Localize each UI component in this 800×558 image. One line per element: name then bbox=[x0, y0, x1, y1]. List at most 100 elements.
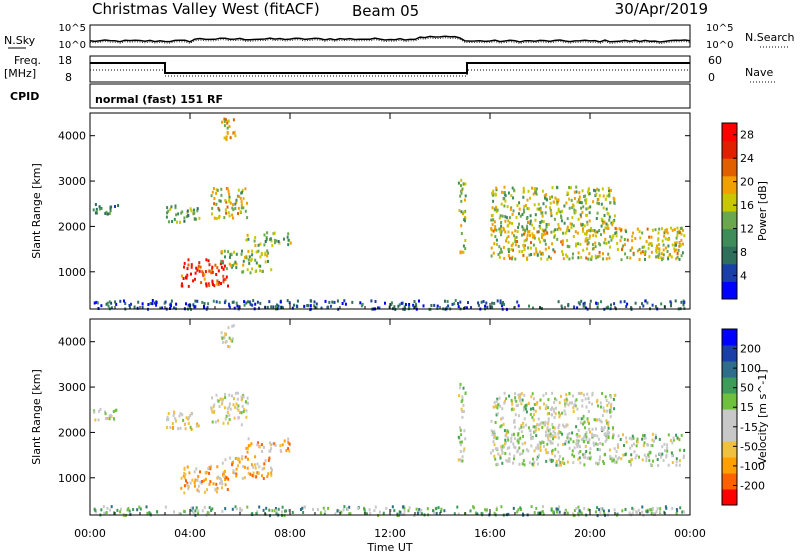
power-cell-1203 bbox=[136, 306, 139, 310]
velocity-cell-888 bbox=[501, 461, 504, 465]
velocity-cell-1165 bbox=[535, 506, 538, 510]
velocity-cell-1036 bbox=[632, 507, 635, 511]
power-cell-816 bbox=[526, 233, 529, 237]
power-cell-684 bbox=[658, 249, 661, 253]
velocity-cell-956 bbox=[497, 452, 500, 456]
power-cell-1273 bbox=[630, 306, 633, 310]
velocity-cell-522 bbox=[532, 418, 535, 422]
power-cell-879 bbox=[594, 245, 597, 249]
velocity-cell-327 bbox=[462, 449, 465, 453]
power-cell-105 bbox=[240, 203, 243, 207]
power-cell-895 bbox=[518, 250, 521, 254]
power-cell-424 bbox=[573, 208, 576, 212]
velocity-cell-1269 bbox=[281, 505, 284, 509]
power-cell-972 bbox=[673, 228, 676, 231]
velocity-cell-889 bbox=[678, 459, 681, 463]
power-cell-538 bbox=[495, 228, 498, 232]
velocity-cell-785 bbox=[678, 448, 681, 452]
power-cell-477 bbox=[529, 196, 532, 200]
velocity-cell-59 bbox=[227, 421, 229, 425]
power-cell-1034 bbox=[249, 302, 252, 306]
velocity-cell-673 bbox=[648, 455, 650, 459]
power-cell-1048 bbox=[141, 302, 144, 306]
power-cell-861 bbox=[535, 247, 537, 251]
power-cell-438 bbox=[587, 190, 590, 194]
velocity-cell-1187 bbox=[493, 511, 496, 515]
velocity-cell-559 bbox=[554, 431, 557, 435]
velocity-cell-916 bbox=[675, 433, 678, 437]
velocity-cell-451 bbox=[496, 412, 499, 416]
velocity-cell-962 bbox=[567, 436, 570, 440]
velocity-cell-1160 bbox=[440, 507, 443, 511]
power-cell-664 bbox=[595, 256, 598, 260]
power-cell-306 bbox=[223, 120, 226, 123]
velocity-cell-1049 bbox=[378, 510, 381, 514]
velocity-cell-517 bbox=[609, 394, 612, 397]
power-cell-865 bbox=[594, 230, 597, 234]
velocity-cell-1028 bbox=[649, 508, 652, 512]
velocity-cell-619 bbox=[576, 435, 579, 439]
power-cell-432 bbox=[597, 188, 600, 192]
xtick-label: 20:00 bbox=[574, 527, 606, 540]
velocity-cell-120 bbox=[213, 410, 215, 414]
power-cell-881 bbox=[535, 250, 538, 254]
power-cell-1106 bbox=[231, 300, 234, 304]
velocity-cell-1072 bbox=[562, 512, 565, 516]
power-cell-200 bbox=[255, 261, 258, 265]
velocity-cell-845 bbox=[539, 445, 542, 449]
power-cell-896 bbox=[664, 237, 667, 241]
power-cell-1213 bbox=[327, 305, 329, 309]
power-cell-578 bbox=[597, 197, 600, 201]
power-cell-215 bbox=[264, 253, 267, 257]
power-cell-23 bbox=[174, 206, 177, 210]
velocity-cell-531 bbox=[585, 405, 588, 409]
velocity-cell-158 bbox=[182, 474, 185, 478]
power-cell-166 bbox=[187, 284, 190, 288]
power-cell-1023 bbox=[276, 303, 278, 307]
velocity-cell-246 bbox=[252, 465, 255, 469]
power-cell-791 bbox=[615, 234, 618, 238]
velocity-cell-932 bbox=[554, 435, 557, 439]
power-cell-1078 bbox=[119, 299, 122, 303]
power-cell-413 bbox=[543, 194, 546, 198]
power-cell-964 bbox=[631, 239, 634, 243]
power-cell-262 bbox=[247, 237, 250, 241]
power-cell-361 bbox=[580, 215, 583, 219]
power-cell-1264 bbox=[115, 302, 118, 306]
velocity-cell-899 bbox=[671, 461, 674, 464]
power-cell-628 bbox=[504, 194, 507, 198]
velocity-cell-986 bbox=[551, 452, 554, 456]
velocity-cell-179 bbox=[197, 484, 200, 488]
power-cell-1279 bbox=[105, 302, 108, 306]
power-cell-243 bbox=[232, 264, 234, 267]
power-cell-529 bbox=[578, 198, 581, 202]
power-cell-936 bbox=[662, 253, 665, 257]
power-cell-571 bbox=[512, 196, 514, 200]
power-cell-142 bbox=[220, 265, 223, 269]
power-cell-996 bbox=[515, 235, 518, 239]
velocity-cell-1168 bbox=[235, 507, 238, 511]
velocity-cell-1164 bbox=[256, 510, 259, 514]
velocity-cell-1068 bbox=[190, 508, 193, 512]
velocity-cell-564 bbox=[537, 417, 540, 421]
power-cell-621 bbox=[560, 214, 562, 218]
velocity-cell-551 bbox=[534, 428, 537, 432]
velocity-cell-1038 bbox=[102, 505, 105, 509]
velocity-cell-623 bbox=[553, 426, 556, 430]
velocity-cell-1121 bbox=[211, 507, 214, 511]
velocity-cell-357 bbox=[555, 406, 557, 410]
power-cell-614 bbox=[506, 205, 509, 209]
power-cell-788 bbox=[643, 251, 646, 255]
power-cell-736 bbox=[536, 253, 539, 257]
power-cell-572 bbox=[531, 223, 534, 227]
xtick-label: 04:00 bbox=[174, 527, 206, 540]
velocity-cell-189 bbox=[189, 481, 192, 485]
velocity-cell-1222 bbox=[519, 506, 522, 510]
power-cell-148 bbox=[190, 265, 193, 269]
power-cell-671 bbox=[532, 235, 534, 239]
velocity-cell-409 bbox=[553, 409, 556, 413]
velocity-cell-858 bbox=[630, 453, 633, 457]
velocity-cell-1242 bbox=[239, 507, 242, 510]
velocity-cell-10 bbox=[109, 413, 112, 417]
velocity-cell-1301 bbox=[578, 509, 581, 513]
